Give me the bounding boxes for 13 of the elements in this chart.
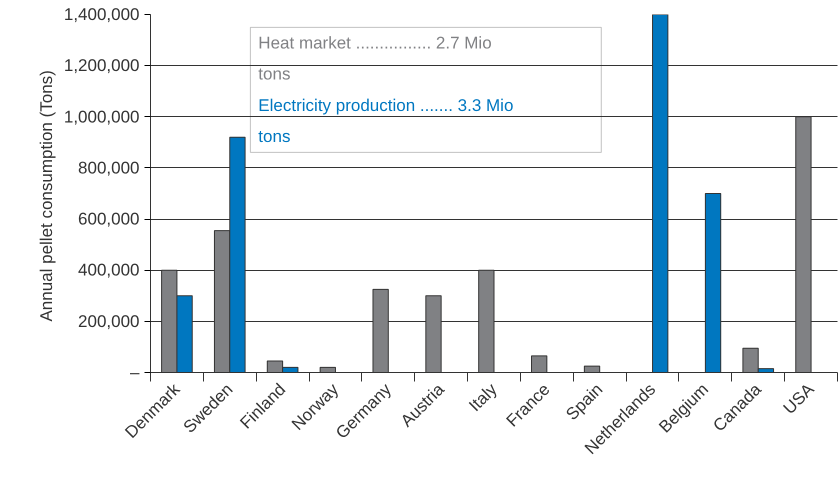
y-tick-label: 200,000 [78, 312, 140, 331]
y-tick-label: 800,000 [78, 158, 140, 178]
y-axis-title: Annual pellet consumption (Tons) [36, 70, 56, 322]
series-label: Electricity production ....... 3.3 Mio tons [258, 96, 514, 146]
y-tick-label: 1,000,000 [64, 107, 140, 126]
y-tick-label: 400,000 [78, 260, 140, 280]
x-tick-label: Italy [465, 379, 502, 416]
text: Heat market ................ 2.7 Mio tons [258, 34, 492, 84]
y-tick-label: 600,000 [78, 210, 140, 229]
x-tick-label: USA [780, 379, 818, 418]
y-tick-label: – [130, 363, 140, 382]
y-tick-label: 1,200,000 [64, 56, 140, 76]
y-tick-label: 1,400,000 [64, 5, 140, 24]
